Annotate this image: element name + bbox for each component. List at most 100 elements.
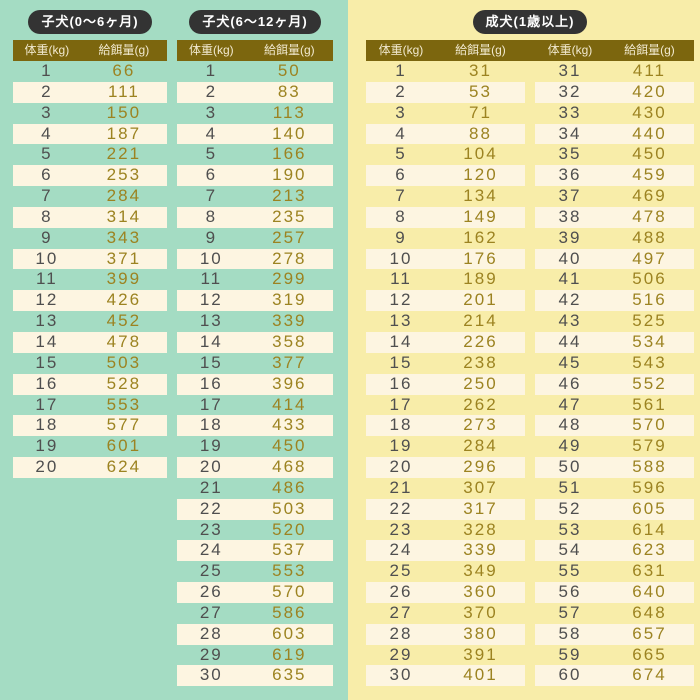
table-row: 54 623 [535, 540, 694, 562]
table-row: 8 149 [366, 206, 525, 228]
weight-value: 6 [41, 165, 53, 185]
weight-value: 48 [558, 415, 582, 435]
table-row: 13 339 [177, 311, 333, 332]
weight-value: 38 [558, 206, 582, 226]
table-row: 4 140 [177, 123, 333, 145]
amount-value: 396 [272, 373, 307, 393]
amount-value: 187 [106, 123, 142, 143]
adult-title-badge: 成犬(1歳以上) [472, 10, 588, 34]
amount-value: 520 [272, 519, 307, 539]
table-row: 23 328 [366, 520, 525, 541]
weight-value: 22 [199, 498, 223, 518]
weight-value: 12 [199, 290, 223, 310]
weight-value: 5 [395, 144, 407, 164]
weight-value: 28 [199, 623, 223, 643]
weight-value: 60 [558, 665, 582, 685]
table-row: 18 433 [177, 415, 333, 437]
weight-value: 42 [558, 290, 582, 310]
table-row: 58 657 [535, 623, 694, 645]
table-row: 14 358 [177, 331, 333, 353]
amount-value: 50 [277, 61, 301, 80]
table-row: 12 319 [177, 290, 333, 312]
table-row: 26 360 [366, 582, 525, 603]
weight-value: 54 [558, 540, 582, 560]
amount-value: 420 [632, 81, 667, 101]
amount-value: 201 [463, 290, 498, 310]
weight-value: 34 [558, 123, 582, 143]
table-row: 27 370 [366, 603, 525, 624]
table-row: 33 430 [535, 103, 694, 124]
amount-value: 104 [463, 144, 498, 164]
table-row: 1 66 [13, 61, 167, 82]
amount-value: 570 [632, 415, 667, 435]
weight-value: 24 [199, 540, 223, 560]
table-row: 11 189 [366, 269, 525, 290]
amount-value: 605 [632, 498, 667, 518]
table-row: 10 278 [177, 248, 333, 270]
weight-value: 2 [395, 81, 407, 101]
weight-value: 16 [389, 373, 413, 393]
weight-value: 16 [199, 373, 223, 393]
table-row: 15 377 [177, 353, 333, 374]
weight-value: 18 [199, 415, 223, 435]
amount-value: 411 [632, 61, 667, 80]
weight-value: 10 [389, 248, 413, 268]
amount-value: 284 [106, 186, 142, 206]
table-row: 47 561 [535, 395, 694, 416]
table-row: 28 380 [366, 623, 525, 645]
table-row: 8 314 [13, 206, 167, 228]
amount-value: 257 [272, 227, 307, 247]
amount-column-header: 給餌量(g) [98, 43, 150, 57]
table-row: 25 349 [366, 561, 525, 582]
weight-value: 1 [41, 61, 53, 80]
table-row: 57 648 [535, 603, 694, 624]
puppy-0-6-title-badge: 子犬(0～6ヶ月) [28, 10, 152, 34]
weight-value: 2 [41, 81, 53, 101]
weight-value: 6 [395, 165, 407, 185]
weight-value: 14 [199, 331, 223, 351]
amount-value: 468 [272, 457, 307, 477]
amount-value: 360 [463, 582, 498, 602]
amount-value: 528 [106, 373, 142, 393]
weight-value: 44 [558, 331, 582, 351]
table-row: 2 83 [177, 81, 333, 103]
weight-value: 23 [389, 519, 413, 539]
weight-value: 7 [395, 186, 407, 206]
amount-value: 648 [632, 602, 667, 622]
amount-value: 134 [463, 186, 498, 206]
amount-value: 262 [463, 394, 498, 414]
table-row: 16 250 [366, 373, 525, 395]
weight-value: 53 [558, 519, 582, 539]
table-row: 32 420 [535, 81, 694, 103]
table-row: 55 631 [535, 561, 694, 582]
weight-value: 19 [35, 436, 59, 456]
weight-value: 17 [35, 394, 59, 414]
weight-value: 29 [389, 644, 413, 664]
weight-value: 21 [199, 477, 223, 497]
weight-value: 12 [389, 290, 413, 310]
puppy-6-12-table-header: 体重(kg) 給餌量(g) [177, 40, 333, 61]
amount-value: 314 [106, 206, 142, 226]
weight-value: 59 [558, 644, 582, 664]
weight-value: 2 [205, 81, 218, 101]
table-row: 8 235 [177, 206, 333, 228]
table-row: 6 120 [366, 165, 525, 187]
amount-value: 83 [277, 81, 301, 101]
weight-value: 29 [199, 644, 223, 664]
weight-value: 3 [395, 102, 407, 122]
amount-value: 150 [106, 102, 142, 122]
table-row: 9 343 [13, 228, 167, 249]
amount-column-header: 給餌量(g) [455, 43, 506, 57]
header-spacer [525, 40, 535, 61]
amount-value: 71 [469, 102, 492, 122]
amount-value: 525 [632, 311, 667, 331]
table-row: 50 588 [535, 457, 694, 478]
amount-value: 516 [632, 290, 667, 310]
amount-value: 166 [272, 144, 307, 164]
table-row: 1 31 [366, 61, 525, 82]
amount-value: 640 [632, 582, 667, 602]
puppy-0-6-table-header: 体重(kg) 給餌量(g) [13, 40, 167, 61]
weight-value: 45 [558, 352, 582, 372]
weight-value: 37 [558, 186, 582, 206]
table-row: 20 296 [366, 457, 525, 478]
